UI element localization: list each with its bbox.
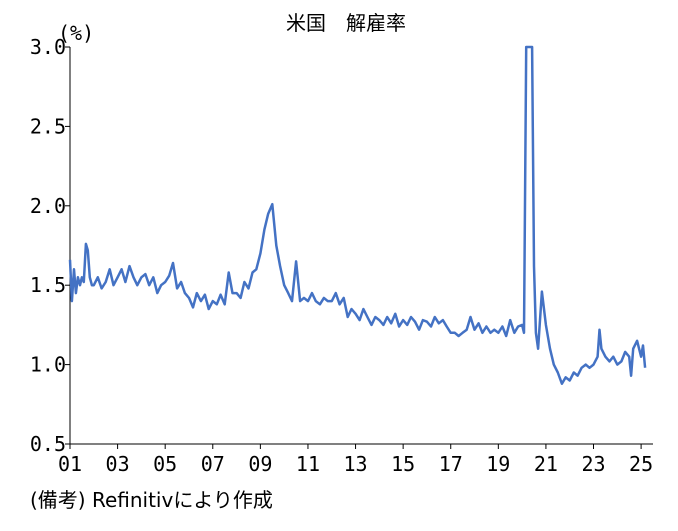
- x-tick-label: 17: [439, 452, 463, 476]
- y-axis-ticks: 0.5 1.0 1.5 2.0 2.5 3.0: [30, 35, 70, 456]
- series-line: [68, 45, 647, 385]
- x-tick-label: 07: [201, 452, 225, 476]
- x-tick-label: 03: [106, 452, 130, 476]
- y-axis-unit-label: (%): [58, 21, 94, 45]
- source-note: (備考) Refinitivにより作成: [30, 488, 273, 512]
- x-tick-label: 19: [486, 452, 510, 476]
- x-tick-label: 15: [391, 452, 415, 476]
- x-tick-label: 25: [629, 452, 653, 476]
- x-tick-label: 05: [153, 452, 177, 476]
- x-tick-label: 21: [534, 452, 558, 476]
- chart-title: 米国 解雇率: [286, 11, 406, 35]
- x-tick-label: 11: [296, 452, 320, 476]
- y-tick-label: 1.0: [30, 353, 66, 377]
- y-tick-label: 0.5: [30, 432, 66, 456]
- y-tick-label: 2.5: [30, 114, 66, 138]
- x-tick-label: 09: [248, 452, 272, 476]
- y-tick-label: 3.0: [30, 35, 66, 59]
- series-layer: [68, 45, 647, 385]
- axes: [69, 47, 653, 445]
- x-tick-label: 23: [581, 452, 605, 476]
- y-tick-label: 1.5: [30, 273, 66, 297]
- x-tick-label: 13: [344, 452, 368, 476]
- x-tick-label: 01: [58, 452, 82, 476]
- y-tick-label: 2.0: [30, 194, 66, 218]
- x-axis-ticks: 01 03 05 07 09 11 13 15 17 19 21 23 25: [58, 444, 653, 476]
